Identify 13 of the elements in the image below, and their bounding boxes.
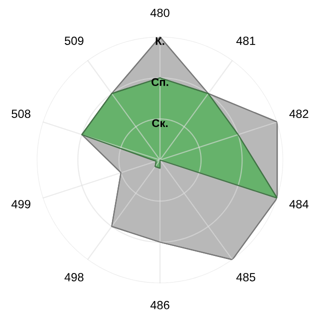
spoke-label: 499: [11, 200, 30, 208]
spoke-label: 481: [236, 36, 256, 45]
spoke-label: 480: [150, 8, 170, 18]
spoke-label: 484: [289, 200, 308, 208]
spoke-label: 486: [150, 300, 170, 310]
y-tick-label: К.: [156, 37, 164, 45]
spoke-label: 509: [64, 36, 84, 45]
spoke-label: 508: [12, 110, 30, 118]
spoke-label: 482: [289, 110, 308, 118]
spoke-label: 485: [236, 273, 256, 282]
y-tick-label: Сп.: [152, 78, 168, 86]
spoke-label: 498: [64, 273, 84, 282]
y-tick-label: Ск.: [152, 119, 168, 128]
